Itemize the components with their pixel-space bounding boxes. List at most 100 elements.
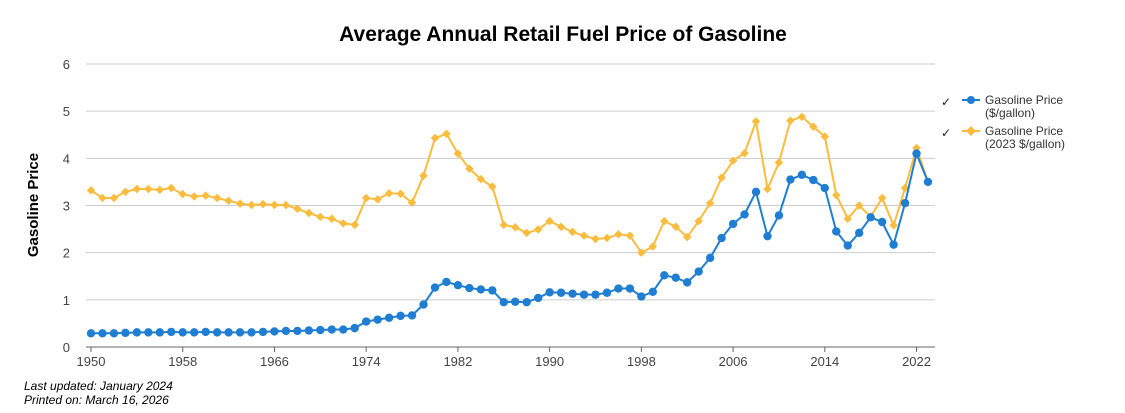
data-point — [728, 219, 738, 229]
data-point — [843, 241, 852, 250]
x-tick-label: 1958 — [168, 354, 197, 369]
legend-check-icon[interactable]: ✓ — [941, 95, 951, 109]
series-line — [90, 115, 929, 254]
data-point — [178, 328, 187, 337]
data-point — [579, 231, 589, 240]
printed-on-text: Printed on: March 16, 2026 — [24, 393, 169, 407]
data-point — [155, 185, 165, 195]
data-point — [98, 329, 107, 338]
legend-label-line2: (2023 $/gallon) — [985, 137, 1065, 151]
data-point — [476, 285, 486, 294]
data-point — [224, 196, 233, 206]
data-point — [109, 193, 119, 203]
data-point — [774, 211, 784, 220]
data-point — [774, 158, 784, 167]
data-point — [189, 192, 199, 201]
data-point — [556, 222, 566, 231]
data-point — [900, 198, 910, 208]
data-point — [751, 187, 761, 197]
data-point — [763, 231, 772, 241]
data-point — [212, 328, 222, 337]
data-point — [327, 325, 336, 334]
data-point — [396, 189, 405, 198]
y-tick-label: 4 — [63, 151, 70, 166]
data-point — [740, 210, 749, 219]
data-point — [717, 233, 726, 243]
chart-title: Average Annual Retail Fuel Price of Gaso… — [339, 23, 787, 46]
data-point — [442, 277, 451, 287]
data-point — [258, 327, 268, 337]
series-real-price — [86, 112, 933, 257]
data-point — [132, 328, 142, 337]
data-point — [671, 273, 680, 282]
legend-check-icon[interactable]: ✓ — [941, 126, 951, 140]
data-point — [533, 293, 543, 303]
data-point — [304, 326, 314, 335]
data-point — [350, 220, 359, 230]
data-point — [877, 217, 887, 227]
data-point — [855, 228, 864, 238]
data-point — [384, 188, 394, 198]
data-point — [235, 199, 245, 208]
data-point — [625, 284, 635, 293]
data-point — [430, 283, 440, 292]
y-tick-label: 3 — [63, 199, 70, 214]
data-point — [510, 222, 520, 232]
data-point — [866, 213, 875, 222]
data-point — [281, 200, 291, 210]
data-point — [235, 328, 245, 337]
data-point — [189, 328, 199, 337]
series-layer — [86, 112, 933, 338]
data-point — [442, 129, 451, 139]
data-point — [763, 184, 772, 194]
x-tick-label: 1982 — [443, 354, 472, 369]
data-point — [923, 177, 933, 187]
x-tick-label: 1966 — [260, 354, 289, 369]
data-point — [499, 220, 509, 230]
data-point — [132, 184, 142, 194]
legend-label-line1: Gasoline Price — [985, 93, 1063, 107]
data-point — [602, 288, 612, 297]
y-tick-label: 2 — [63, 246, 70, 261]
series-nominal-price — [86, 149, 933, 338]
data-point — [602, 233, 612, 243]
data-point — [144, 184, 153, 194]
data-point — [339, 325, 348, 334]
data-point — [556, 288, 566, 297]
data-point — [545, 288, 554, 297]
data-point — [407, 311, 417, 320]
y-tick-label: 1 — [63, 293, 70, 308]
data-point — [86, 186, 96, 195]
legend-item-nominal[interactable]: ✓ Gasoline Price ($/gallon) — [941, 93, 1063, 120]
data-point — [488, 182, 497, 191]
data-point — [832, 190, 841, 200]
data-point — [465, 283, 474, 293]
data-point — [614, 284, 623, 293]
data-point — [430, 133, 440, 143]
data-point — [419, 171, 428, 181]
data-point — [694, 267, 703, 276]
grid-lines — [86, 63, 935, 348]
data-point — [614, 230, 623, 239]
data-point — [373, 315, 382, 324]
x-tick-label: 1950 — [77, 354, 106, 369]
data-point — [167, 327, 176, 337]
data-point — [384, 313, 394, 322]
data-point — [316, 212, 325, 222]
y-axis-label: Gasoline Price — [25, 153, 42, 257]
data-point — [465, 164, 474, 173]
data-point — [361, 193, 371, 203]
data-point — [270, 200, 279, 210]
x-tick-label: 2022 — [902, 354, 931, 369]
data-point — [488, 286, 497, 295]
x-axis-ticks: 1950 1958 1966 1974 1982 1990 1998 2006 2014 2022 — [77, 347, 931, 369]
data-point — [453, 281, 463, 290]
legend-item-real[interactable]: ✓ Gasoline Price (2023 $/gallon) — [941, 124, 1065, 151]
data-point — [705, 253, 715, 263]
legend: ✓ Gasoline Price ($/gallon) ✓ Gasoline P… — [941, 93, 1065, 151]
last-updated-text: Last updated: January 2024 — [24, 379, 173, 393]
data-point — [786, 175, 795, 184]
data-point — [522, 228, 531, 238]
y-tick-label: 5 — [63, 104, 70, 119]
